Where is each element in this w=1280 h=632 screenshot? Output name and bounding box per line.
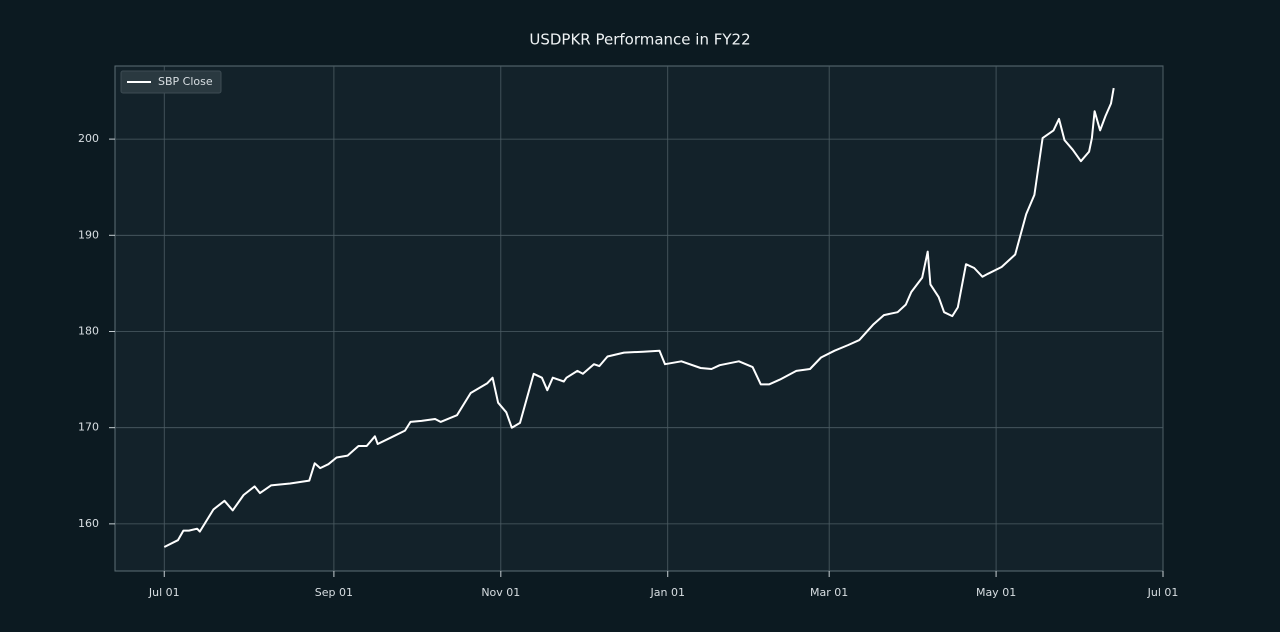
line-series — [163, 87, 1115, 548]
x-tick-label: Jul 01 — [1147, 586, 1179, 599]
legend-box — [120, 70, 222, 94]
plot-area — [114, 65, 1164, 572]
y-tick-label: 200 — [78, 132, 99, 145]
x-tick-label: Jul 01 — [148, 586, 180, 599]
x-tick-label: Mar 01 — [810, 586, 848, 599]
x-tick-label: May 01 — [976, 586, 1016, 599]
y-tick-label: 190 — [78, 228, 99, 241]
x-tick-label: Jan 01 — [650, 586, 685, 599]
chart-title: USDPKR Performance in FY22 — [529, 31, 750, 49]
x-tick-label: Sep 01 — [315, 586, 353, 599]
x-tick-label: Nov 01 — [481, 586, 520, 599]
y-tick-label: 170 — [78, 421, 99, 434]
y-tick-label: 160 — [78, 517, 99, 530]
legend-label: SBP Close — [158, 75, 213, 88]
y-tick-label: 180 — [78, 324, 99, 337]
legend: SBP Close — [120, 70, 222, 94]
